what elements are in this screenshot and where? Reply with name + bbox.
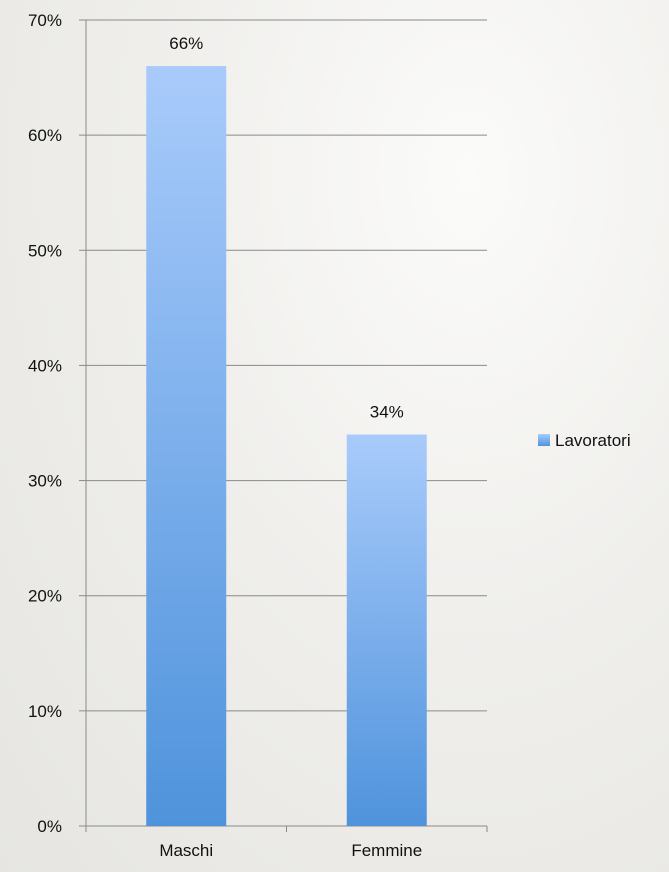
x-tick-label: Femmine [351, 841, 422, 860]
legend-swatch [538, 434, 550, 446]
y-tick-label: 70% [28, 11, 62, 30]
y-tick-label: 0% [37, 817, 62, 836]
bar-maschi [146, 66, 227, 827]
bars [146, 66, 427, 827]
legend-label: Lavoratori [555, 431, 631, 450]
y-tick-label: 40% [28, 356, 62, 375]
labels: 0% 10% 20% 30% 40% 50% 60% 70% 66% Maschi 34% Femmi… [28, 11, 422, 860]
y-tick-label: 30% [28, 472, 62, 491]
data-label: 66% [169, 34, 203, 53]
y-tick-label: 60% [28, 126, 62, 145]
gridlines [86, 19, 487, 712]
y-tick-label: 20% [28, 587, 62, 606]
y-tick-label: 50% [28, 241, 62, 260]
y-tick-label: 10% [28, 702, 62, 721]
bar-femmine [346, 434, 427, 826]
data-label: 34% [370, 403, 404, 422]
legend: Lavoratori [538, 431, 631, 450]
x-tick-label: Maschi [159, 841, 213, 860]
